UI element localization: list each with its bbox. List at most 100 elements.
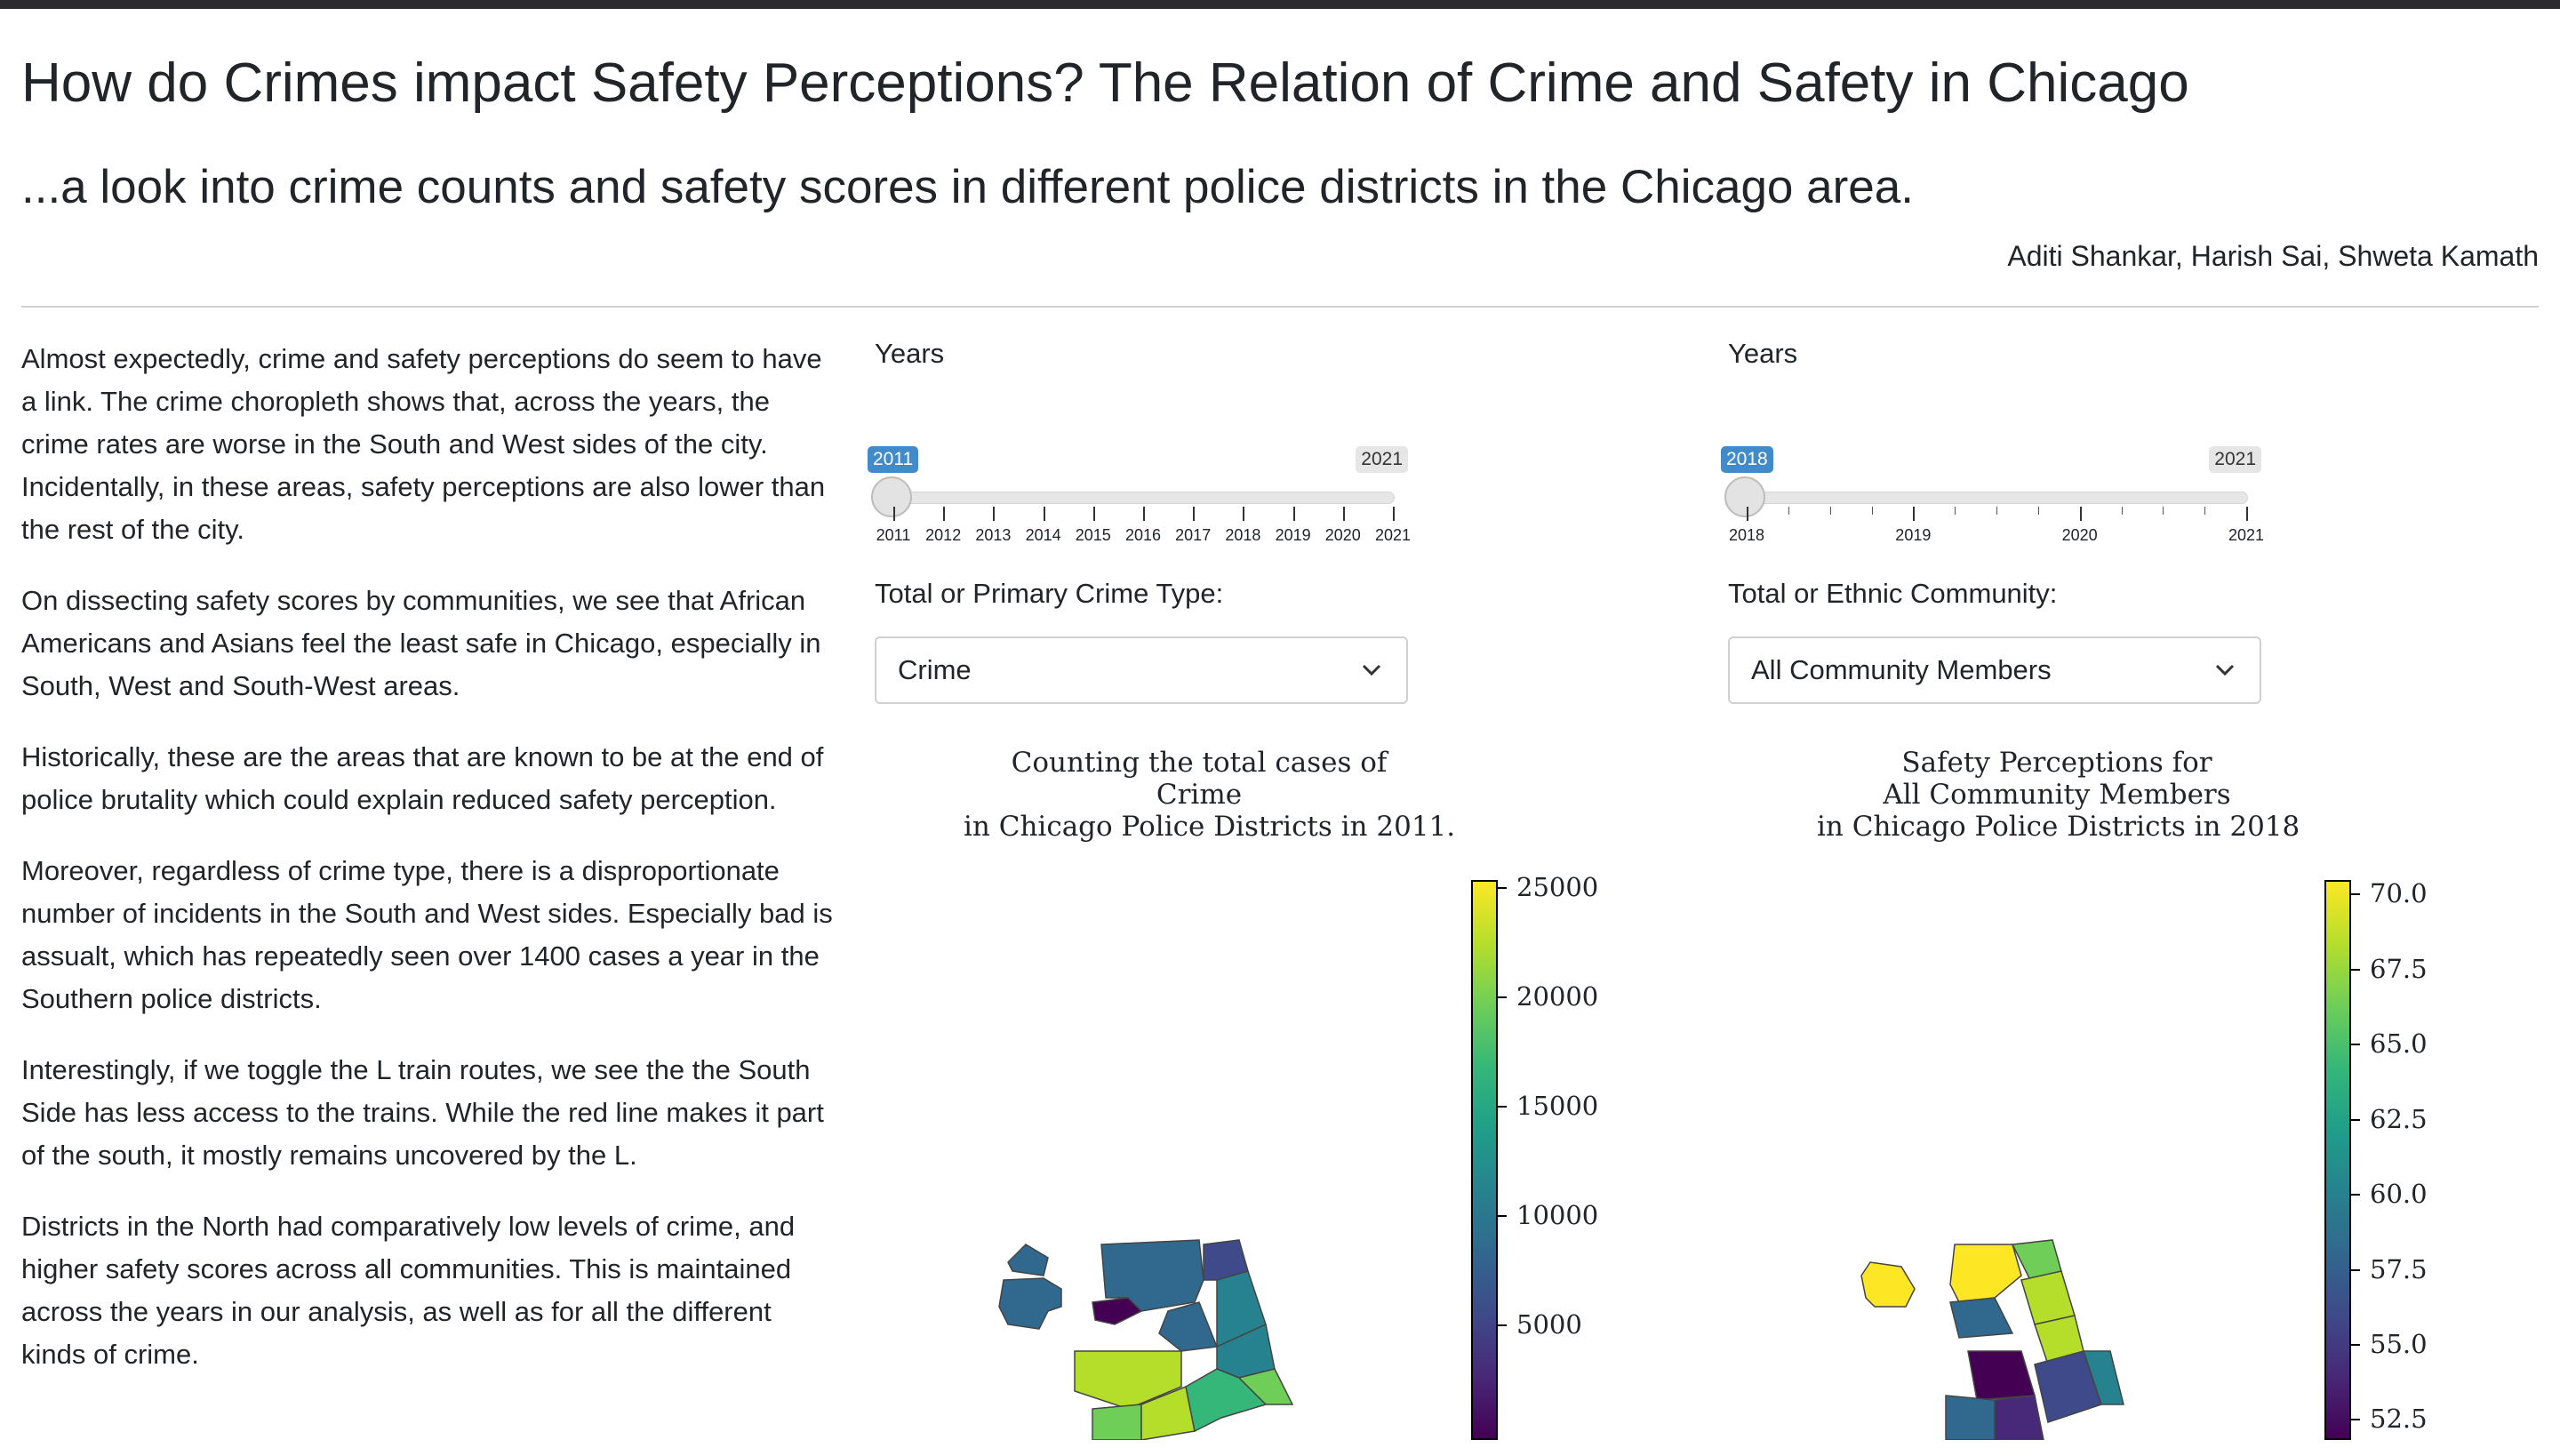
narrative-paragraph: On dissecting safety scores by communiti… [21,585,821,701]
safety-colorbar [2324,880,2351,1440]
district-far-nw [1007,1244,1049,1276]
slider-max-badge: 2021 [2209,446,2261,473]
page-subtitle: ...a look into crime counts and safety s… [21,161,1914,213]
slider-tick-label: 2017 [1175,526,1212,544]
chevron-down-icon [2215,664,2235,676]
colorbar-tick [2351,1119,2360,1121]
slider-minor-tick [2163,507,2164,515]
slider-handle[interactable] [871,476,912,517]
colorbar-tick-label: 25000 [1516,872,1599,902]
header-divider [21,306,2539,308]
safety-choropleth-map[interactable] [1728,853,2315,1440]
safety-slider-label: Years [1728,338,1798,369]
colorbar-tick [1498,887,1507,889]
slider-min-badge: 2011 [868,446,919,473]
district-far-nw [1860,1261,1916,1308]
slider-minor-tick [1996,507,1997,515]
slider-tick-label: 2012 [925,526,962,544]
slider-tick [2246,507,2248,521]
map-title-line: Safety Perceptions for [1901,747,2212,779]
narrative-paragraph: Almost expectedly, crime and safety perc… [21,343,826,545]
colorbar-tick-label: 70.0 [2370,878,2428,908]
map-title-line: in Chicago Police Districts in 2011. [964,811,1456,843]
slider-tick-label: 2011 [876,526,911,544]
narrative-paragraph: Interestingly, if we toggle the L train … [21,1054,824,1171]
slider-minor-tick [2204,507,2206,515]
crime-type-dropdown[interactable]: Crime [875,636,1408,704]
page-title: How do Crimes impact Safety Perceptions?… [21,52,2189,114]
slider-tick [1193,507,1196,521]
slider-tick [1292,507,1295,521]
slider-tick [2079,507,2082,521]
narrative-paragraph: Moreover, regardless of crime type, ther… [21,855,833,1014]
district-w2 [1967,1350,2036,1401]
colorbar-tick-label: 15000 [1516,1091,1599,1121]
crime-colorbar [1471,880,1498,1440]
slider-minor-tick [1955,507,1956,515]
colorbar-tick-label: 20000 [1516,981,1599,1012]
district-sw [1945,1395,1996,1440]
colorbar-tick [2351,969,2360,971]
district-n2 [2020,1270,2076,1325]
slider-tick [1393,507,1395,521]
colorbar-tick [1498,996,1507,998]
slider-tick [893,507,895,521]
district-w3 [1994,1395,2044,1440]
colorbar-tick-label: 10000 [1516,1200,1599,1230]
colorbar-tick [1498,1215,1507,1217]
colorbar-tick [1498,1324,1507,1326]
slider-handle[interactable] [1724,476,1765,517]
slider-tick-label: 2020 [1324,526,1361,544]
crime-panel: Years 2011 2021 2011 2012 2013 2014 2015 2016… [868,338,1675,1456]
district-nw2 [1158,1301,1219,1352]
slider-tick [1243,507,1245,521]
slider-minor-tick [1788,507,1789,515]
slider-track[interactable] [892,492,1395,504]
map-title-line: in Chicago Police Districts in 2018 [1817,811,2300,843]
authors-line: Aditi Shankar, Harish Sai, Shweta Kamath [2007,240,2539,272]
district-nw1 [1949,1244,2022,1303]
slider-minor-tick [2121,507,2123,515]
slider-max-badge: 2021 [1356,446,1408,473]
district-nw3 [1074,1350,1182,1410]
colorbar-tick [1498,1106,1507,1108]
slider-tick [1043,507,1045,521]
colorbar-tick [2351,893,2360,895]
slider-tick [993,507,996,521]
slider-tick-label: 2019 [1895,526,1932,544]
slider-tick-label: 2020 [2061,526,2098,544]
slider-tick-label: 2019 [1275,526,1311,544]
colorbar-tick-label: 52.5 [2370,1404,2428,1434]
colorbar-tick-label: 67.5 [2370,954,2428,984]
slider-tick [1342,507,1345,521]
crime-year-slider[interactable]: 2011 2021 2011 2012 2013 2014 2015 2016 2017 20… [868,391,1411,544]
district-lake [2082,1350,2124,1405]
slider-tick [1143,507,1145,521]
colorbar-tick-label: 62.5 [2370,1104,2428,1134]
chevron-down-icon [1362,664,1381,676]
community-dropdown[interactable]: All Community Members [1728,636,2261,704]
slider-tick-label: 2018 [1225,526,1261,544]
slider-ticks: 2011 2012 2013 2014 2015 2016 2017 2018 2019 2020… [875,507,1411,560]
slider-min-badge: 2018 [1721,446,1773,473]
top-bar [0,0,2560,9]
dropdown-value: Crime [898,654,972,685]
crime-slider-label: Years [875,338,945,369]
narrative-paragraph: Districts in the North had comparatively… [21,1211,796,1370]
crime-map-title: Counting the total cases of Crime in Chi… [964,747,1456,843]
colorbar-tick [2351,1344,2360,1346]
safety-year-slider[interactable]: 2018 2021 2018 2019 2020 2021 [1721,391,2264,544]
colorbar-tick-label: 65.0 [2370,1028,2428,1059]
narrative-column: Almost expectedly, crime and safety perc… [21,338,839,1404]
slider-tick [1747,507,1748,521]
map-title-line: Crime [1156,779,1243,811]
slider-tick-label: 2014 [1025,526,1061,544]
slider-tick [943,507,946,521]
colorbar-tick-label: 60.0 [2370,1179,2428,1209]
slider-minor-tick [1871,507,1873,515]
colorbar-tick-label: 55.0 [2370,1329,2428,1359]
crime-choropleth-map[interactable] [875,853,1461,1440]
district-nw1 [1100,1239,1204,1312]
slider-track[interactable] [1746,492,2248,504]
slider-tick [1913,507,1916,521]
